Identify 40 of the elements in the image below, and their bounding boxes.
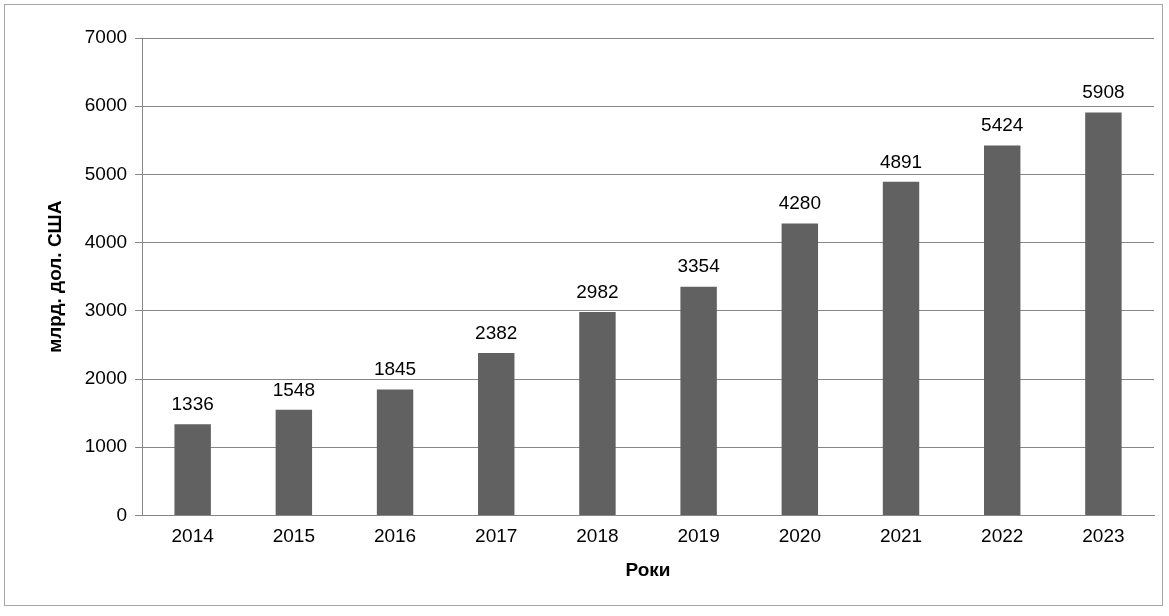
- x-tick-label: 2022: [981, 525, 1024, 547]
- x-tick-label: 2023: [1082, 525, 1125, 547]
- x-tick-label: 2016: [373, 525, 417, 547]
- bar: [478, 352, 515, 515]
- data-label: 3354: [677, 255, 721, 277]
- data-label: 1336: [171, 393, 214, 415]
- data-label: 2382: [475, 321, 518, 343]
- bar: [781, 223, 819, 515]
- data-label: 2982: [576, 280, 619, 302]
- bar: [984, 145, 1021, 515]
- data-label: 5424: [981, 114, 1024, 136]
- data-label: 4280: [778, 192, 821, 214]
- y-tick-label: 2000: [84, 367, 128, 389]
- x-tick-label: 2021: [879, 525, 923, 547]
- y-tick-label: 7000: [84, 26, 128, 48]
- y-tick-label: 5000: [84, 162, 128, 184]
- bar: [579, 312, 616, 515]
- x-tick-label: 2019: [677, 525, 720, 547]
- data-label: 1548: [272, 378, 315, 400]
- y-tick-label: 6000: [84, 94, 128, 116]
- data-label: 5908: [1082, 81, 1125, 103]
- data-label: 1845: [373, 358, 417, 380]
- bar: [1085, 112, 1122, 515]
- x-tick-label: 2017: [475, 525, 518, 547]
- y-tick-label: 1000: [84, 435, 128, 457]
- x-tick-label: 2014: [171, 525, 215, 547]
- data-label: 4891: [879, 150, 923, 172]
- bar: [882, 181, 920, 515]
- y-axis-title: млрд. дол. США: [43, 200, 65, 353]
- x-tick-label: 2020: [778, 525, 821, 547]
- bar: [376, 389, 414, 515]
- y-tick-label: 3000: [84, 299, 128, 321]
- x-tick-label: 2015: [272, 525, 315, 547]
- x-tick-label: 2018: [576, 525, 619, 547]
- y-tick-label: 4000: [84, 230, 128, 252]
- x-axis-title: Роки: [625, 558, 671, 580]
- y-tick-label: 0: [116, 503, 128, 525]
- bar: [275, 409, 313, 515]
- bar: [680, 286, 717, 515]
- bar: [174, 424, 211, 515]
